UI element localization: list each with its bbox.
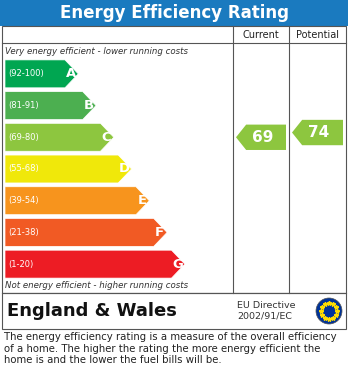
Text: (21-38): (21-38) — [8, 228, 39, 237]
Text: The energy efficiency rating is a measure of the overall efficiency of a home. T: The energy efficiency rating is a measur… — [4, 332, 337, 365]
Polygon shape — [5, 155, 132, 183]
Text: England & Wales: England & Wales — [7, 302, 177, 320]
Text: Energy Efficiency Rating: Energy Efficiency Rating — [60, 4, 288, 22]
Text: B: B — [84, 99, 94, 112]
Text: C: C — [102, 131, 111, 144]
Text: G: G — [172, 258, 183, 271]
Polygon shape — [5, 250, 185, 278]
Polygon shape — [5, 123, 114, 151]
Polygon shape — [5, 60, 78, 88]
Text: A: A — [66, 67, 76, 81]
Text: 69: 69 — [252, 130, 273, 145]
Text: Potential: Potential — [296, 29, 339, 39]
Text: (81-91): (81-91) — [8, 101, 39, 110]
Text: 74: 74 — [308, 125, 330, 140]
Polygon shape — [5, 219, 167, 246]
Text: D: D — [119, 163, 130, 176]
Text: Current: Current — [243, 29, 279, 39]
Text: (1-20): (1-20) — [8, 260, 33, 269]
Polygon shape — [292, 120, 343, 145]
Text: Very energy efficient - lower running costs: Very energy efficient - lower running co… — [5, 47, 188, 56]
Polygon shape — [5, 91, 96, 120]
Bar — [0, 0, 348, 26]
Polygon shape — [236, 125, 286, 150]
Polygon shape — [5, 187, 149, 215]
Text: E: E — [137, 194, 147, 207]
Circle shape — [316, 298, 342, 324]
Text: (55-68): (55-68) — [8, 165, 39, 174]
Bar — [2, 293, 346, 329]
Text: (39-54): (39-54) — [8, 196, 39, 205]
Text: 2002/91/EC: 2002/91/EC — [237, 312, 292, 321]
Bar — [2, 26, 346, 293]
Text: (92-100): (92-100) — [8, 69, 44, 78]
Text: F: F — [155, 226, 164, 239]
Text: EU Directive: EU Directive — [237, 301, 295, 310]
Text: (69-80): (69-80) — [8, 133, 39, 142]
Text: Not energy efficient - higher running costs: Not energy efficient - higher running co… — [5, 281, 188, 290]
